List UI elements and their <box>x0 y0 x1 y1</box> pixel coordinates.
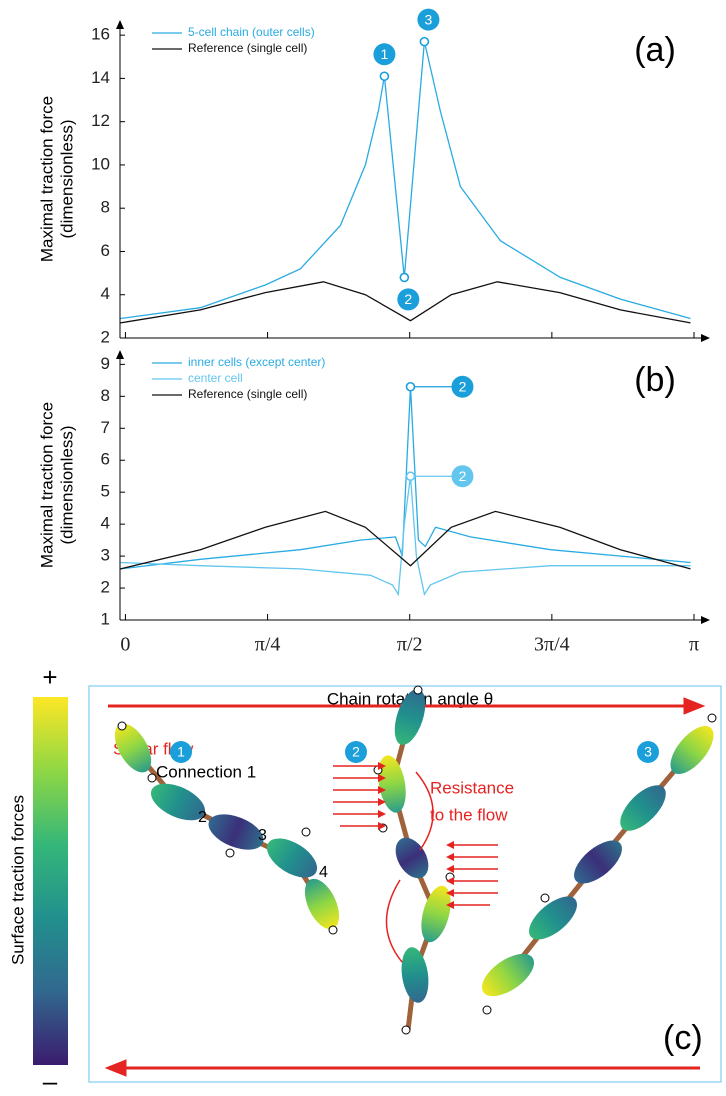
legend-label: center cell <box>188 371 243 385</box>
y-axis-label: (dimensionless) <box>57 119 76 238</box>
y-tick-label: 1 <box>101 609 110 628</box>
y-tick-label: 4 <box>101 284 110 303</box>
axis-arrow <box>701 616 710 624</box>
cell-chain <box>114 721 340 935</box>
y-tick-label: 2 <box>101 578 110 597</box>
axis-arrow <box>701 334 710 342</box>
badge-label: 1 <box>177 744 185 760</box>
panel-label: (c) <box>663 1019 703 1057</box>
series-line <box>120 510 691 570</box>
badge-label: 3 <box>644 744 652 760</box>
y-tick-label: 4 <box>101 514 110 533</box>
annotation-label: 2 <box>459 468 467 484</box>
panel-frame <box>88 685 722 1083</box>
y-tick-label: 7 <box>101 418 110 437</box>
legend-label: 5-cell chain (outer cells) <box>188 25 315 39</box>
badge-label: 2 <box>352 744 360 760</box>
annotation-marker <box>405 381 416 392</box>
annotation-label: 1 <box>381 46 389 62</box>
x-tick-label: 3π/4 <box>534 634 570 656</box>
y-tick-label: 5 <box>101 482 110 501</box>
colorbar <box>33 697 68 1065</box>
y-tick-label: 14 <box>91 68 110 87</box>
series-line <box>120 281 691 324</box>
connection-label: Connection 1 <box>156 762 256 781</box>
annotation-marker <box>405 471 416 482</box>
legend-label: Reference (single cell) <box>188 41 307 55</box>
legend-label: inner cells (except center) <box>188 355 325 369</box>
annotation-label: 2 <box>459 378 467 394</box>
y-tick-label: 9 <box>101 354 110 373</box>
connection-number: 2 <box>198 809 207 826</box>
annotation-marker <box>379 71 390 82</box>
annotation-marker <box>419 36 430 47</box>
y-axis-label: Maximal traction force <box>37 96 56 262</box>
x-tick-label: π <box>689 634 699 656</box>
annotation-marker <box>399 272 410 283</box>
cell-chain <box>373 685 455 1035</box>
colorbar-label: Surface traction forces <box>8 795 27 965</box>
panel-label: (b) <box>634 361 676 399</box>
panel-c: + – Surface traction forces Shear flow 1… <box>8 662 722 1096</box>
arrowheads <box>378 762 454 909</box>
x-tick-label: π/2 <box>397 634 423 656</box>
annotation-badge <box>417 8 440 31</box>
panel-label: (a) <box>634 31 676 69</box>
colorbar-max: + <box>42 662 57 692</box>
resistance-arrows <box>333 765 498 963</box>
annotation-badge <box>397 288 420 311</box>
y-tick-label: 8 <box>101 386 110 405</box>
y-tick-label: 16 <box>91 25 110 44</box>
y-axis-label: (dimensionless) <box>57 425 76 544</box>
y-tick-label: 6 <box>101 450 110 469</box>
series-line <box>120 476 691 597</box>
axis-arrow <box>116 20 124 29</box>
connection-number: 3 <box>258 827 267 844</box>
cell-chain <box>481 713 717 1015</box>
colorbar-min: – <box>43 1066 58 1091</box>
y-tick-label: 6 <box>101 241 110 260</box>
connection-number: 4 <box>319 864 328 881</box>
resistance-label: Resistance <box>430 778 514 797</box>
flow-arrows <box>104 697 706 1077</box>
x-tick-label: π/4 <box>255 634 281 656</box>
axis-arrow <box>116 350 124 359</box>
series-line <box>120 41 691 320</box>
series-line <box>120 386 691 570</box>
y-tick-label: 10 <box>91 154 110 173</box>
y-tick-label: 8 <box>101 198 110 217</box>
badges <box>170 741 659 763</box>
annotation-label: 3 <box>425 11 433 27</box>
annotation-badge <box>373 43 396 66</box>
y-tick-label: 2 <box>101 327 110 346</box>
annotation-badge <box>451 375 474 398</box>
y-tick-label: 3 <box>101 546 110 565</box>
annotation-label: 2 <box>404 291 412 307</box>
annotation-badge <box>451 465 474 488</box>
x-tick-label: 0 <box>120 634 130 656</box>
resistance-label: to the flow <box>430 805 508 824</box>
y-tick-label: 12 <box>91 111 110 130</box>
legend-label: Reference (single cell) <box>188 387 307 401</box>
y-axis-label: Maximal traction force <box>37 402 56 568</box>
